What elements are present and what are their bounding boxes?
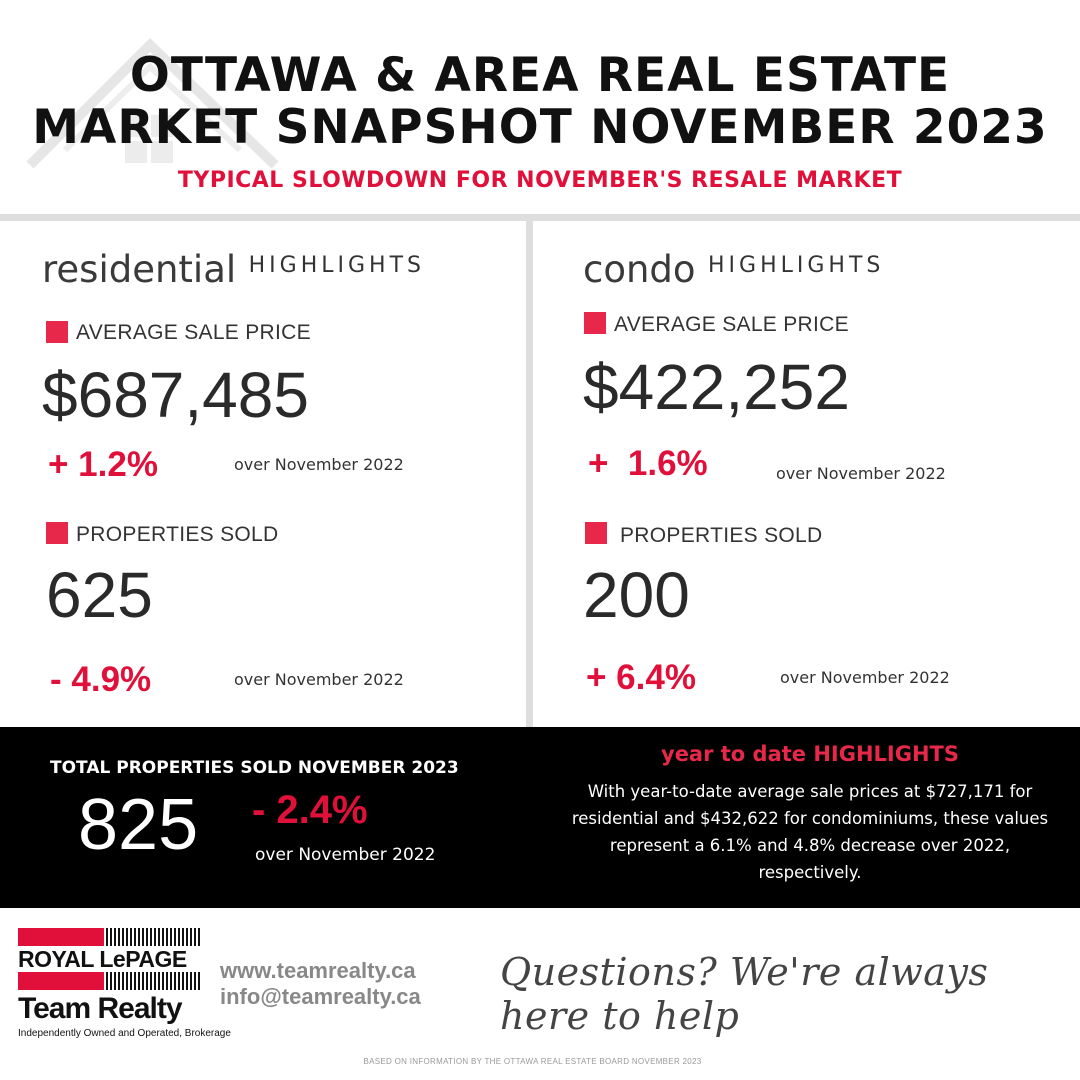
- total-change: - 2.4%: [252, 788, 368, 832]
- page-subtitle: TYPICAL SLOWDOWN FOR NOVEMBER'S RESALE M…: [177, 168, 903, 193]
- residential-sold-change: - 4.9%: [50, 660, 152, 699]
- condo-heading-big: condo: [583, 248, 696, 291]
- residential-sold-value: 625: [46, 559, 153, 631]
- website-link[interactable]: www.teamrealty.ca: [220, 958, 416, 983]
- totals-band: [0, 727, 1080, 908]
- condo-heading-small: HIGHLIGHTS: [708, 253, 885, 278]
- residential-avg-over: over November 2022: [234, 455, 404, 474]
- brand-stripes-top: [106, 928, 202, 946]
- total-over: over November 2022: [255, 845, 436, 865]
- page-title-line1: OTTAWA & AREA REAL ESTATE: [129, 48, 951, 103]
- brand-stripes-mid: [106, 972, 202, 990]
- ytd-title: year to date HIGHLIGHTS: [661, 742, 959, 766]
- condo-sold-label: PROPERTIES SOLD: [620, 524, 823, 547]
- brand-tagline: Independently Owned and Operated, Broker…: [18, 1028, 231, 1039]
- horizontal-divider: [0, 214, 1080, 221]
- total-value: 825: [78, 785, 199, 865]
- email-link[interactable]: info@teamrealty.ca: [220, 984, 421, 1009]
- condo-avg-label: AVERAGE SALE PRICE: [614, 313, 849, 336]
- brand-line2: Team Realty: [18, 992, 183, 1025]
- condo-sold-change: + 6.4%: [586, 658, 696, 697]
- condo-heading: condo HIGHLIGHTS: [583, 248, 884, 291]
- brand-line1: ROYAL LePAGE: [18, 946, 187, 972]
- red-square-icon: [584, 312, 606, 334]
- condo-sold-value: 200: [583, 559, 690, 631]
- total-label: TOTAL PROPERTIES SOLD NOVEMBER 2023: [50, 758, 459, 778]
- condo-sold-over: over November 2022: [780, 668, 950, 687]
- residential-avg-label: AVERAGE SALE PRICE: [76, 321, 311, 344]
- red-square-icon: [46, 522, 68, 544]
- residential-sold-label: PROPERTIES SOLD: [76, 523, 279, 546]
- residential-heading-small: HIGHLIGHTS: [248, 253, 425, 278]
- contact-block: www.teamrealty.ca info@teamrealty.ca: [220, 958, 421, 1010]
- vertical-divider: [526, 221, 533, 727]
- red-square-icon: [585, 522, 607, 544]
- source-note: BASED ON INFORMATION BY THE OTTAWA REAL …: [363, 1057, 702, 1066]
- page-title-line2: MARKET SNAPSHOT NOVEMBER 2023: [32, 100, 1048, 155]
- residential-sold-over: over November 2022: [234, 670, 404, 689]
- residential-avg-value: $687,485: [42, 359, 309, 431]
- condo-avg-over: over November 2022: [776, 464, 946, 483]
- brand-red-bar: [18, 928, 104, 946]
- residential-heading-big: residential: [42, 248, 237, 291]
- red-square-icon: [46, 321, 68, 343]
- slogan: Questions? We're always here to help: [500, 950, 989, 1038]
- residential-heading: residential HIGHLIGHTS: [42, 248, 425, 291]
- condo-avg-change: + 1.6%: [588, 444, 708, 483]
- brand-red-bar-2: [18, 972, 104, 990]
- residential-avg-change: + 1.2%: [48, 445, 158, 484]
- house-logo-icon: [26, 38, 279, 169]
- ytd-text: With year-to-date average sale prices at…: [571, 782, 1049, 882]
- condo-avg-value: $422,252: [583, 351, 850, 423]
